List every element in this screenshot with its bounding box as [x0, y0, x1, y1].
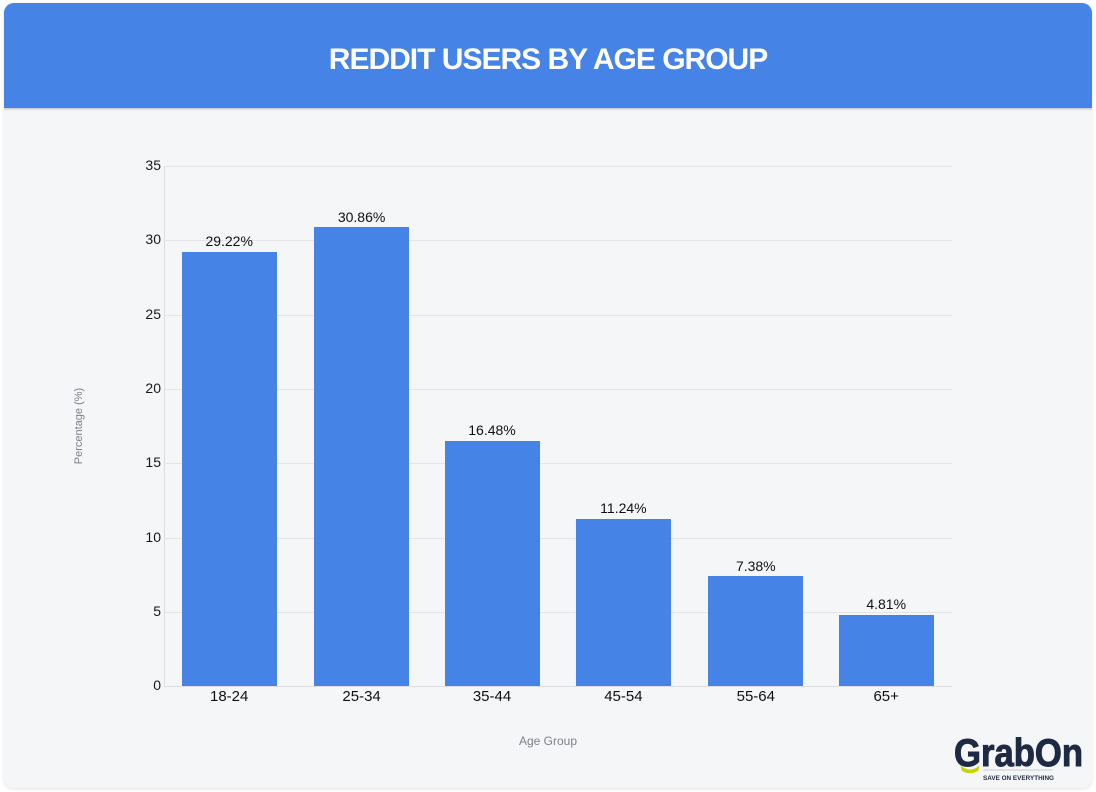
svg-text:GrabOn: GrabOn [954, 732, 1083, 775]
svg-text:SAVE ON EVERYTHING: SAVE ON EVERYTHING [983, 775, 1054, 782]
